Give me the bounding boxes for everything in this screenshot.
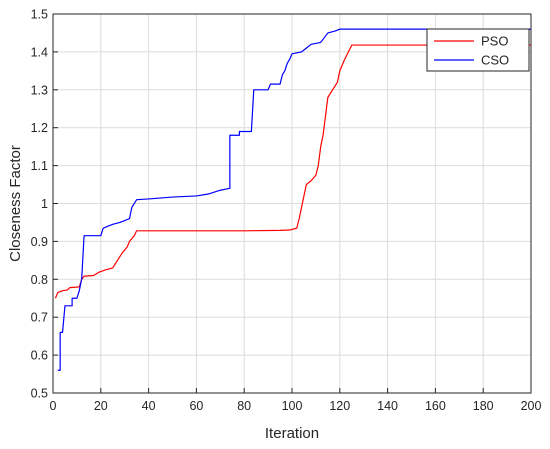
series-line-cso xyxy=(57,28,531,371)
y-tick-label: 1.3 xyxy=(31,83,48,97)
y-axis-title: Closeness Factor xyxy=(7,145,24,262)
x-tick-label: 200 xyxy=(521,399,542,413)
legend: PSO CSO xyxy=(426,28,530,72)
y-tick-label: 0.6 xyxy=(31,349,48,363)
x-tick-label: 180 xyxy=(473,399,494,413)
x-axis-title: Iteration xyxy=(265,425,319,442)
y-tick-label: 0.7 xyxy=(31,311,48,325)
legend-box xyxy=(426,28,530,72)
axis-titles: Iteration Closeness Factor xyxy=(7,145,319,442)
y-tick-label: 1.2 xyxy=(31,121,48,135)
x-tick-label: 80 xyxy=(237,399,251,413)
x-tick-label: 100 xyxy=(282,399,303,413)
y-tick-label: 0.8 xyxy=(31,273,48,287)
x-tick-label: 40 xyxy=(142,399,156,413)
legend-label-cso: CSO xyxy=(481,53,509,68)
y-tick-label: 1.1 xyxy=(31,159,48,173)
y-tick-label: 0.9 xyxy=(31,235,48,249)
x-tick-label: 20 xyxy=(94,399,108,413)
x-tick-label: 160 xyxy=(425,399,446,413)
y-tick-label: 1 xyxy=(41,197,48,211)
legend-label-pso: PSO xyxy=(481,34,508,49)
x-tick-label: 0 xyxy=(50,399,57,413)
x-tick-label: 140 xyxy=(377,399,398,413)
series-line-pso xyxy=(54,44,531,299)
y-tick-label: 1.4 xyxy=(31,45,48,59)
y-tick-label: 1.5 xyxy=(31,8,48,22)
y-tick-label: 0.5 xyxy=(31,387,48,401)
series-layer xyxy=(54,28,531,371)
x-tick-label: 60 xyxy=(189,399,203,413)
x-tick-label: 120 xyxy=(329,399,350,413)
axis-ticks: 0 20 40 60 80 100 120 140 160 180 200 0.5 0.6 0.7 0.8 0… xyxy=(31,8,542,414)
